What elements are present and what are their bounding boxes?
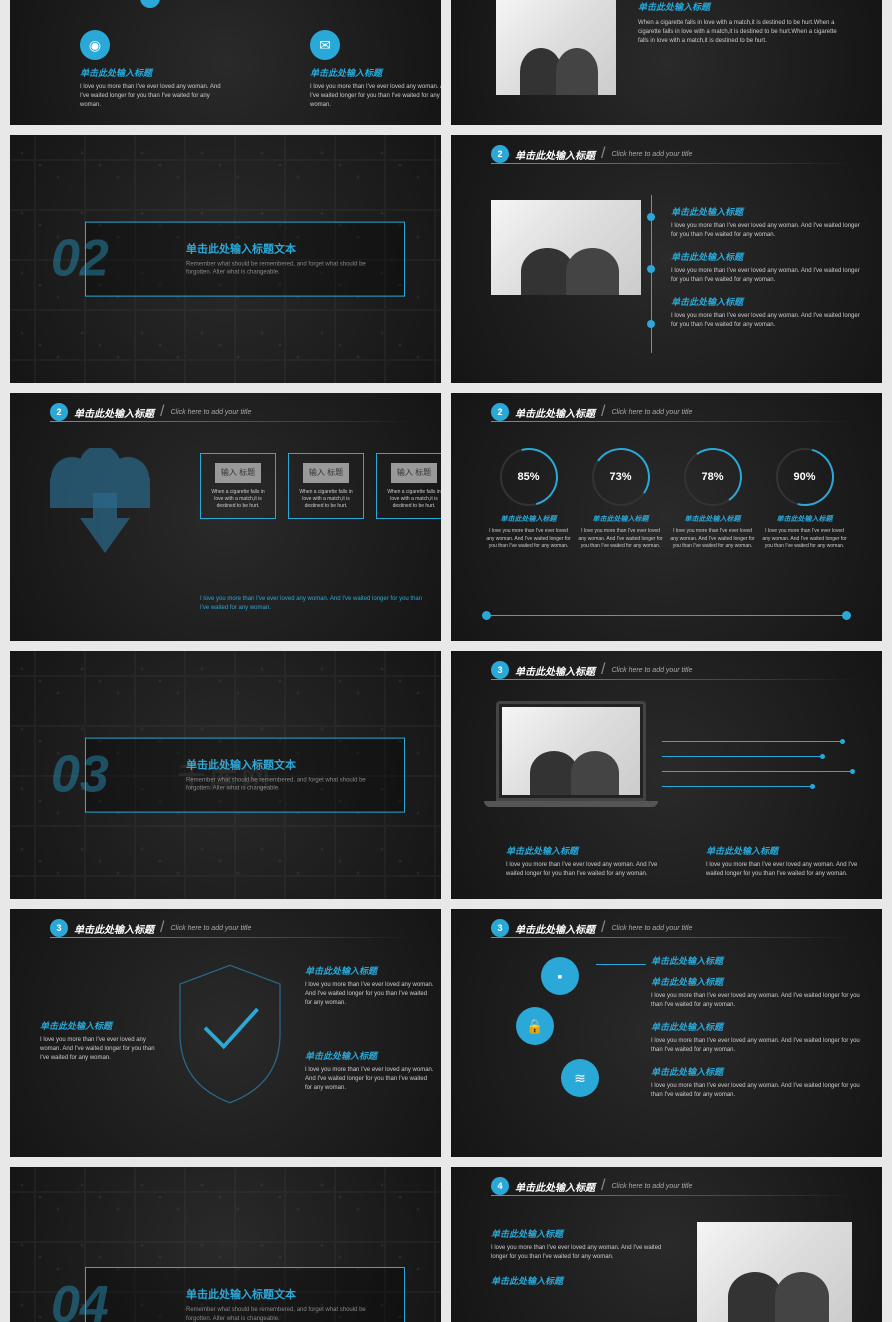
tl1-b: I love you more than I've ever loved any… [671, 222, 861, 240]
block1-title: 单击此处输入标题 [80, 66, 230, 79]
lock-icon: 🔒 [516, 1007, 554, 1045]
cloud-icon [30, 448, 180, 568]
hdr-s: Click here to add your title [611, 151, 692, 158]
ring-1: 85% [500, 448, 558, 506]
slide-rings: 2 单击此处输入标题 / Click here to add your titl… [451, 393, 882, 641]
network-icon: ◉ [80, 30, 110, 60]
team-photo [496, 0, 616, 95]
hdr-t: 单击此处输入标题 [515, 147, 595, 162]
slide-laptop: 3 单击此处输入标题 / Click here to add your titl… [451, 651, 882, 899]
slide-shield: 3 单击此处输入标题 / Click here to add your titl… [10, 909, 441, 1157]
section-sub-02: Remember what should be remembered, and … [186, 261, 374, 278]
card-3: 输入 标题 When a cigarette falls in love wit… [376, 453, 441, 519]
badge-2: 2 [491, 145, 509, 163]
slide-icon-list: 3 单击此处输入标题 / Click here to add your titl… [451, 909, 882, 1157]
wifi-icon: ≋ [561, 1059, 599, 1097]
slide-cloud-cards: 2 单击此处输入标题 / Click here to add your titl… [10, 393, 441, 641]
tl2-b: I love you more than I've ever loved any… [671, 267, 861, 285]
slide-timeline: 2 单击此处输入标题 / Click here to add your titl… [451, 135, 882, 383]
laptop [496, 701, 646, 807]
slide-final-partial: 4 单击此处输入标题 / Click here to add your titl… [451, 1167, 882, 1322]
shield-icon [165, 959, 295, 1109]
ring-3: 78% [684, 448, 742, 506]
pt-body: When a cigarette falls in love with a ma… [638, 19, 848, 46]
slide-photo-text-partial: 单击此处输入标题 When a cigarette falls in love … [451, 0, 882, 125]
tl1-t: 单击此处输入标题 [671, 205, 861, 218]
tl3-b: I love you more than I've ever loved any… [671, 312, 861, 330]
meeting-photo [491, 200, 641, 295]
slide-icons-partial: ◉ 单击此处输入标题 I love you more than I've eve… [10, 0, 441, 125]
section-02: 02 单击此处输入标题文本 Remember what should be re… [10, 135, 441, 383]
tl2-t: 单击此处输入标题 [671, 250, 861, 263]
block1-body: I love you more than I've ever loved any… [80, 83, 230, 110]
card-2: 输入 标题 When a cigarette falls in love wit… [288, 453, 364, 519]
badge-2b: 2 [50, 403, 68, 421]
circuit-lines-icon [662, 731, 862, 831]
section-title-02: 单击此处输入标题文本 [186, 241, 374, 257]
block2-body: I love you more than I've ever loved any… [310, 83, 441, 110]
dots-line [486, 615, 847, 616]
document-icon: ▪ [541, 957, 579, 995]
section-03: 千库网 03 单击此处输入标题文本 Remember what should b… [10, 651, 441, 899]
tl3-t: 单击此处输入标题 [671, 295, 861, 308]
final-photo [697, 1222, 852, 1322]
cloud-footer: I love you more than I've ever loved any… [200, 595, 430, 613]
block2-title: 单击此处输入标题 [310, 66, 441, 79]
card-1: 输入 标题 When a cigarette falls in love wit… [200, 453, 276, 519]
section-04: 04 单击此处输入标题文本 Remember what should be re… [10, 1167, 441, 1322]
mail-icon: ✉ [310, 30, 340, 60]
pt-title: 单击此处输入标题 [638, 0, 848, 13]
ring-4: 90% [776, 448, 834, 506]
section-num-02: 02 [51, 229, 109, 289]
ring-2: 73% [592, 448, 650, 506]
